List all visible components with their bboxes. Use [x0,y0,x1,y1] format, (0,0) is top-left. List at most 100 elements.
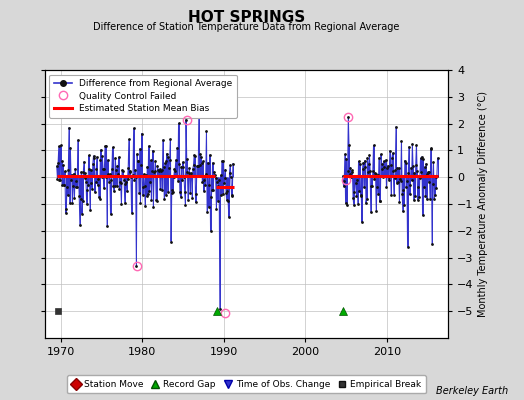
Point [204,160,212,166]
Point [93,154,101,160]
Point [344,114,353,120]
Point [132,173,140,180]
Text: Berkeley Earth: Berkeley Earth [436,386,508,396]
Point [221,174,229,181]
Point [412,142,421,148]
Point [341,151,349,157]
Point [340,178,348,185]
Point [198,179,206,185]
Point [167,238,175,245]
Point [173,178,182,184]
Point [61,210,70,216]
Point [208,186,216,193]
Point [102,142,111,149]
Point [192,191,201,197]
Point [211,172,219,178]
Point [376,198,385,204]
Point [401,157,409,164]
Point [61,168,69,174]
Point [179,164,188,170]
Point [75,193,83,200]
Point [140,171,148,177]
Point [374,172,382,179]
Point [182,156,191,162]
Point [118,168,127,174]
Point [183,168,192,175]
Point [384,177,392,183]
Point [175,160,183,167]
Point [127,174,135,180]
Point [163,150,171,157]
Point [349,195,357,201]
Point [394,179,402,185]
Point [79,198,87,205]
Point [155,166,163,172]
Point [193,163,202,169]
Point [385,174,394,180]
Point [363,195,371,202]
Point [400,202,408,208]
Point [131,167,139,173]
Point [66,144,74,151]
Point [358,166,367,172]
Point [88,186,96,192]
Point [378,166,387,172]
Point [57,142,65,148]
Point [134,157,143,164]
Point [113,183,121,189]
Point [64,166,72,173]
Point [402,184,410,191]
Point [431,192,439,198]
Point [137,161,145,168]
Point [365,152,374,158]
Point [433,173,441,179]
Point [104,171,113,177]
Point [369,142,378,148]
Point [388,150,397,156]
Point [429,159,438,165]
Point [379,158,388,164]
Point [356,161,364,168]
Point [212,174,220,181]
Point [204,204,213,210]
Point [387,192,396,198]
Point [215,176,223,183]
Point [367,209,375,215]
Point [413,168,421,174]
Point [357,192,365,199]
Point [212,206,221,212]
Point [376,198,384,204]
Point [405,144,413,150]
Point [216,172,225,178]
Point [90,155,99,161]
Point [373,184,381,190]
Point [418,154,426,160]
Point [366,168,374,174]
Point [383,165,391,172]
Point [168,190,177,196]
Point [171,167,179,174]
Point [166,136,174,142]
Point [427,146,435,152]
Point [157,168,165,174]
Point [399,186,408,193]
Point [416,175,424,181]
Point [84,152,93,159]
Point [350,202,358,208]
Point [129,125,138,132]
Point [116,180,125,187]
Point [388,155,396,161]
Point [126,168,135,174]
Point [406,182,414,188]
Point [377,161,386,167]
Point [156,186,165,192]
Point [138,130,146,137]
Point [103,223,111,230]
Point [82,178,90,185]
Point [60,182,69,188]
Point [150,168,159,174]
Point [127,210,136,216]
Point [426,196,434,202]
Point [169,188,177,195]
Point [141,202,149,209]
